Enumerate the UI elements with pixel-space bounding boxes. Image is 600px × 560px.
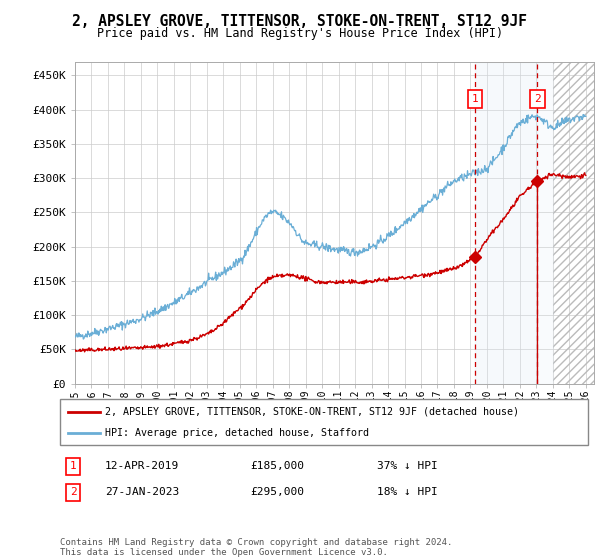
Text: 2, APSLEY GROVE, TITTENSOR, STOKE-ON-TRENT, ST12 9JF: 2, APSLEY GROVE, TITTENSOR, STOKE-ON-TRE… <box>73 14 527 29</box>
Bar <box>475 62 538 384</box>
Text: £185,000: £185,000 <box>250 461 304 472</box>
Text: 18% ↓ HPI: 18% ↓ HPI <box>377 487 437 497</box>
Bar <box>538 62 553 384</box>
Text: £295,000: £295,000 <box>250 487 304 497</box>
Text: Contains HM Land Registry data © Crown copyright and database right 2024.
This d: Contains HM Land Registry data © Crown c… <box>60 538 452 557</box>
Text: 2: 2 <box>534 94 541 104</box>
Text: Price paid vs. HM Land Registry's House Price Index (HPI): Price paid vs. HM Land Registry's House … <box>97 27 503 40</box>
Text: 37% ↓ HPI: 37% ↓ HPI <box>377 461 437 472</box>
Text: 2, APSLEY GROVE, TITTENSOR, STOKE-ON-TRENT, ST12 9JF (detached house): 2, APSLEY GROVE, TITTENSOR, STOKE-ON-TRE… <box>105 407 519 417</box>
Text: HPI: Average price, detached house, Stafford: HPI: Average price, detached house, Staf… <box>105 428 369 438</box>
Text: 12-APR-2019: 12-APR-2019 <box>105 461 179 472</box>
Text: 2: 2 <box>70 487 77 497</box>
Bar <box>553 62 594 384</box>
FancyBboxPatch shape <box>60 399 588 445</box>
Text: 27-JAN-2023: 27-JAN-2023 <box>105 487 179 497</box>
Bar <box>553 62 594 384</box>
Text: 1: 1 <box>70 461 77 472</box>
Text: 1: 1 <box>472 94 478 104</box>
